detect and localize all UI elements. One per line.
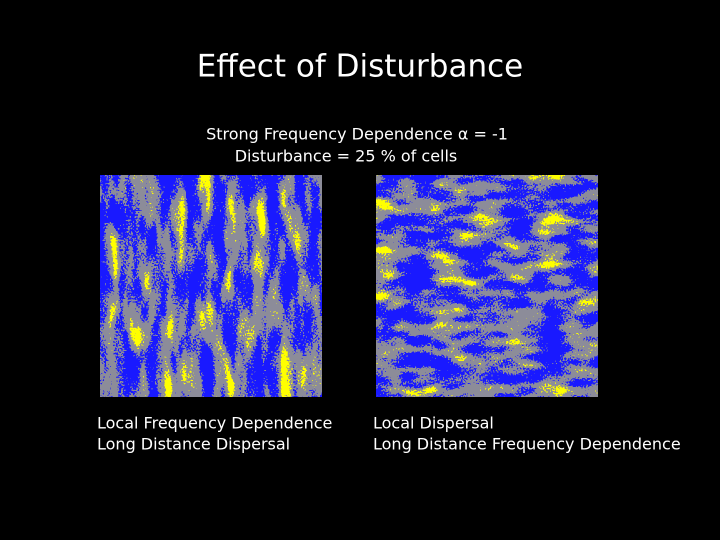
slide-title: Effect of Disturbance [197,49,523,85]
subtitle-line: Disturbance = 25 % of cells [235,147,458,166]
subtitle-line: Strong Frequency Dependence α = -1 [206,125,508,144]
caption-line: Local Dispersal [373,414,494,433]
caption-line: Local Frequency Dependence [97,414,332,433]
simulation-image [376,175,598,397]
simulation-image [100,175,322,397]
caption-line: Long Distance Frequency Dependence [373,435,681,454]
caption-line: Long Distance Dispersal [97,435,290,454]
